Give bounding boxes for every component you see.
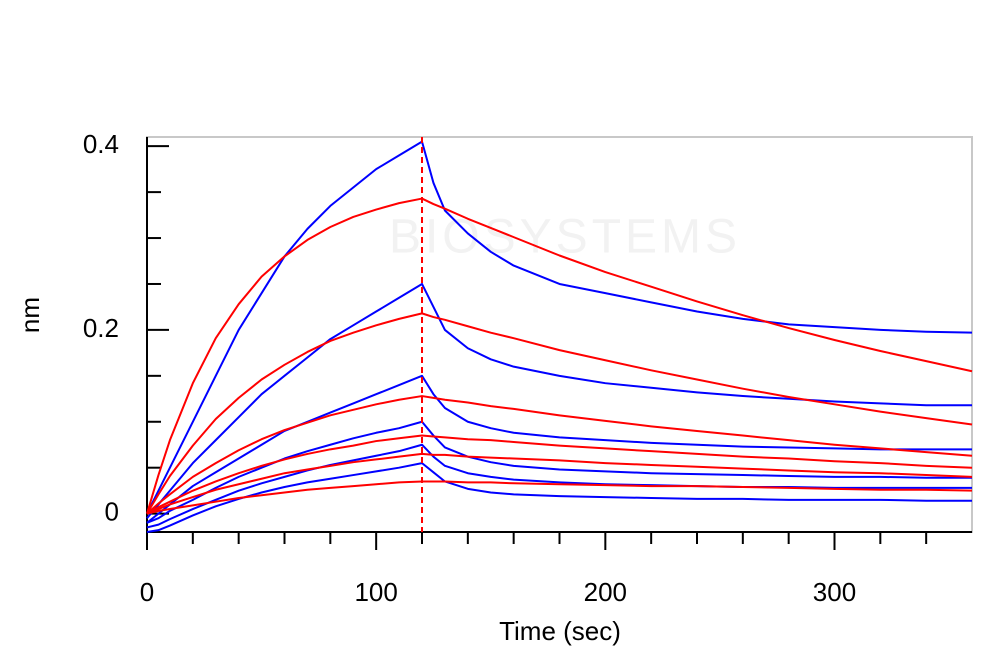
x-axis-label: Time (sec) (499, 616, 621, 646)
sensorgram-line (146, 197, 973, 514)
sensorgram-line (146, 374, 972, 524)
sensorgram-line (146, 282, 972, 519)
y-tick-label: 0.4 (83, 129, 119, 159)
sensorgram-line (146, 434, 973, 515)
watermark: BIOSYSTEMS (389, 211, 741, 264)
y-tick-label: 0 (105, 497, 119, 527)
x-tick-label: 0 (140, 577, 154, 607)
sensorgram-line (146, 395, 973, 515)
sensorgram-line (146, 312, 973, 515)
sensorgram-line (146, 462, 972, 533)
sensorgram-line (146, 480, 973, 515)
sensorgram-line (146, 443, 972, 529)
x-tick-label: 100 (354, 577, 397, 607)
x-tick-label: 200 (584, 577, 627, 607)
y-tick-label: 0.2 (83, 313, 119, 343)
sensorgram-line (146, 140, 973, 515)
sensorgram-line (146, 452, 973, 515)
x-tick-label: 300 (813, 577, 856, 607)
y-axis-label: nm (15, 297, 45, 333)
